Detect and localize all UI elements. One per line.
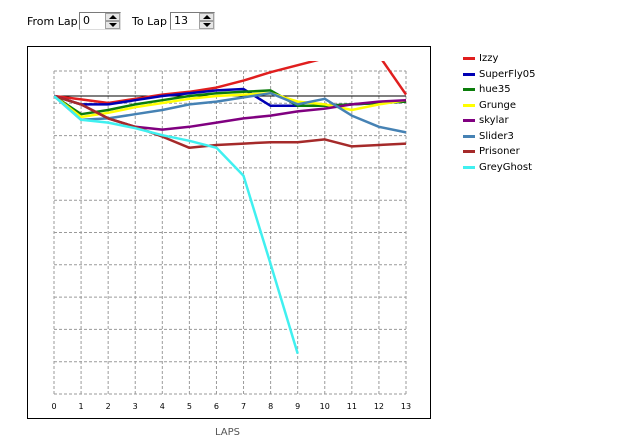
legend-label: Izzy bbox=[479, 53, 499, 64]
to-lap-decrement-button[interactable] bbox=[199, 21, 214, 29]
legend-label: hue35 bbox=[479, 84, 511, 95]
x-tick-label: 10 bbox=[320, 402, 330, 411]
legend-swatch bbox=[463, 150, 475, 153]
from-lap-value[interactable]: 0 bbox=[83, 14, 90, 27]
legend-label: Slider3 bbox=[479, 130, 514, 142]
x-tick-label: 8 bbox=[268, 402, 273, 411]
x-tick-label: 3 bbox=[133, 402, 138, 411]
legend-swatch bbox=[463, 134, 475, 138]
legend-label: Prisoner bbox=[479, 146, 520, 157]
lap-chart-svg: 0 1 2 3 4 5 6 7 8 9 10 11 12 13 bbox=[51, 61, 411, 411]
x-tick-label: 5 bbox=[187, 402, 192, 411]
legend-label: GreyGhost bbox=[479, 161, 533, 173]
arrow-up-icon bbox=[109, 15, 117, 19]
series-line-greyghost bbox=[54, 95, 299, 354]
arrow-down-icon bbox=[203, 23, 211, 27]
to-lap-label: To Lap bbox=[132, 15, 167, 28]
x-tick-label: 2 bbox=[106, 402, 111, 411]
from-lap-stepper[interactable]: 0 bbox=[79, 12, 121, 30]
legend-label: SuperFly05 bbox=[479, 68, 536, 80]
lap-chart: 0 1 2 3 4 5 6 7 8 9 10 11 12 13 bbox=[27, 46, 431, 419]
legend-swatch bbox=[463, 103, 475, 107]
to-lap-value[interactable]: 13 bbox=[174, 14, 188, 27]
legend-label: skylar bbox=[479, 115, 509, 126]
to-lap-increment-button[interactable] bbox=[199, 13, 214, 21]
legend-label: Grunge bbox=[479, 99, 517, 111]
x-tick-label: 13 bbox=[401, 402, 411, 411]
series-line-prisoner bbox=[54, 94, 407, 150]
from-lap-decrement-button[interactable] bbox=[105, 21, 120, 29]
legend-swatch bbox=[463, 119, 475, 122]
x-tick-label: 9 bbox=[295, 402, 300, 411]
x-tick-label: 11 bbox=[347, 402, 357, 411]
arrow-up-icon bbox=[203, 15, 211, 19]
series-line-grunge bbox=[54, 91, 407, 119]
legend-swatch bbox=[463, 165, 475, 169]
from-lap-increment-button[interactable] bbox=[105, 13, 120, 21]
x-tick-label: 6 bbox=[214, 402, 219, 411]
x-tick-label: 4 bbox=[160, 402, 165, 411]
legend-swatch bbox=[463, 88, 475, 91]
legend-swatch bbox=[463, 57, 475, 60]
series-line-izzy bbox=[54, 61, 408, 105]
x-tick-label: 12 bbox=[374, 402, 384, 411]
to-lap-stepper[interactable]: 13 bbox=[170, 12, 215, 30]
legend-swatch bbox=[463, 72, 475, 76]
x-tick-label: 0 bbox=[51, 402, 56, 411]
x-tick-label: 1 bbox=[79, 402, 84, 411]
x-axis-label: LAPS bbox=[215, 427, 241, 438]
x-tick-label: 7 bbox=[241, 402, 246, 411]
arrow-down-icon bbox=[109, 23, 117, 27]
series-line-slider3 bbox=[54, 91, 407, 134]
from-lap-label: From Lap bbox=[27, 15, 78, 28]
